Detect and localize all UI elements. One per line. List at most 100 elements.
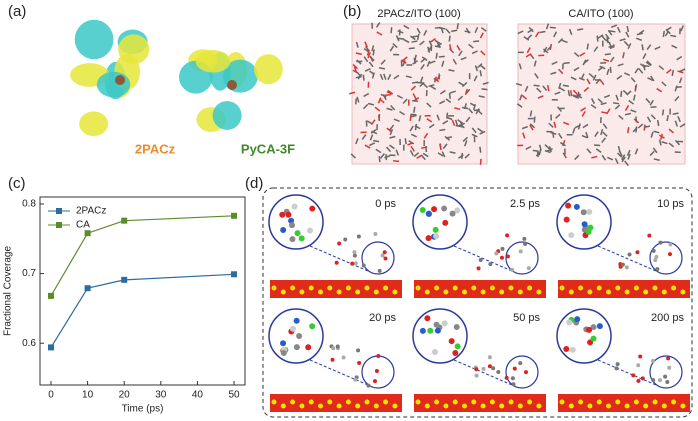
molecule xyxy=(439,89,446,95)
atom xyxy=(680,289,686,295)
atom xyxy=(480,403,486,409)
molecule xyxy=(637,123,644,129)
atom xyxy=(480,289,486,295)
atom xyxy=(115,75,125,85)
molecule xyxy=(618,114,624,120)
y-axis-label: Fractional Coverage xyxy=(3,246,14,336)
atom xyxy=(667,252,672,257)
orbital-lobe xyxy=(212,101,242,130)
atom xyxy=(665,379,670,384)
molecule xyxy=(597,98,603,104)
molecule xyxy=(678,77,683,84)
molecule xyxy=(407,142,414,146)
molecule xyxy=(387,73,392,80)
molecule xyxy=(583,86,590,92)
molecule xyxy=(479,130,486,135)
molecule xyxy=(371,130,378,135)
atom xyxy=(526,266,531,271)
molecule xyxy=(635,126,638,133)
atom xyxy=(335,344,340,349)
molecule xyxy=(449,151,456,154)
molecule xyxy=(480,50,486,56)
atom xyxy=(523,370,528,375)
molecule xyxy=(553,121,557,128)
atom xyxy=(356,348,361,353)
molecule xyxy=(647,77,654,82)
molecule xyxy=(563,121,570,126)
point xyxy=(47,292,54,299)
molecule xyxy=(546,148,553,152)
molecule xyxy=(389,135,396,139)
molecule xyxy=(582,123,589,129)
atom xyxy=(489,285,495,291)
molecule xyxy=(479,158,482,165)
atom xyxy=(620,262,625,267)
molecule xyxy=(416,27,421,34)
molecule xyxy=(393,118,400,122)
molecule xyxy=(567,90,571,97)
atom xyxy=(271,285,277,291)
atom xyxy=(318,403,323,409)
atom xyxy=(318,289,323,295)
molecule xyxy=(527,28,534,34)
molecule xyxy=(412,93,417,100)
molecule xyxy=(525,145,532,150)
atom xyxy=(494,251,499,256)
atom xyxy=(657,378,662,383)
atom xyxy=(651,378,656,383)
atom xyxy=(308,285,314,291)
molecule xyxy=(460,56,467,61)
molecule xyxy=(544,149,551,154)
molecule xyxy=(533,60,537,67)
molecule xyxy=(628,99,635,105)
molecule xyxy=(474,26,479,34)
atom xyxy=(661,403,667,409)
atom xyxy=(280,289,286,295)
panel-label: (b) xyxy=(343,3,361,20)
molecule xyxy=(521,94,527,100)
molecule xyxy=(440,27,444,34)
atom xyxy=(353,261,358,266)
molecule xyxy=(590,97,596,104)
molecule xyxy=(600,102,607,106)
molecule xyxy=(444,135,451,141)
molecule xyxy=(602,58,610,62)
atom xyxy=(373,289,379,295)
atom xyxy=(452,350,459,357)
molecule xyxy=(479,32,484,39)
atom xyxy=(499,255,504,260)
molecule xyxy=(619,38,626,42)
molecule xyxy=(671,69,675,77)
molecule xyxy=(680,25,684,32)
molecule xyxy=(643,125,651,128)
molecule xyxy=(439,128,446,132)
molecule xyxy=(660,133,663,140)
molecule xyxy=(559,141,566,147)
molecule xyxy=(419,81,425,88)
molecule xyxy=(572,127,576,134)
chart: 0 10 20 30 40 50 0.6 0.7 0.8 Time (ps) Fractional … xyxy=(3,196,246,415)
atom xyxy=(419,207,426,214)
molecule xyxy=(558,68,564,75)
molecule-label: PyCA-3F xyxy=(241,141,295,156)
molecule xyxy=(409,114,412,121)
molecule xyxy=(400,59,407,64)
atom xyxy=(424,403,430,409)
molecule xyxy=(399,110,405,116)
atom xyxy=(341,355,346,360)
molecule xyxy=(414,124,418,131)
molecule xyxy=(624,160,629,167)
molecule xyxy=(519,94,523,101)
atom xyxy=(568,403,574,409)
substrate xyxy=(270,280,402,298)
molecule xyxy=(372,49,375,56)
molecule xyxy=(627,153,631,160)
atom xyxy=(615,285,621,291)
molecule xyxy=(668,128,675,134)
molecule xyxy=(416,33,420,41)
atom xyxy=(433,233,440,240)
molecule xyxy=(620,90,623,98)
molecule xyxy=(462,136,469,142)
atom xyxy=(452,399,458,405)
atom xyxy=(293,317,300,324)
